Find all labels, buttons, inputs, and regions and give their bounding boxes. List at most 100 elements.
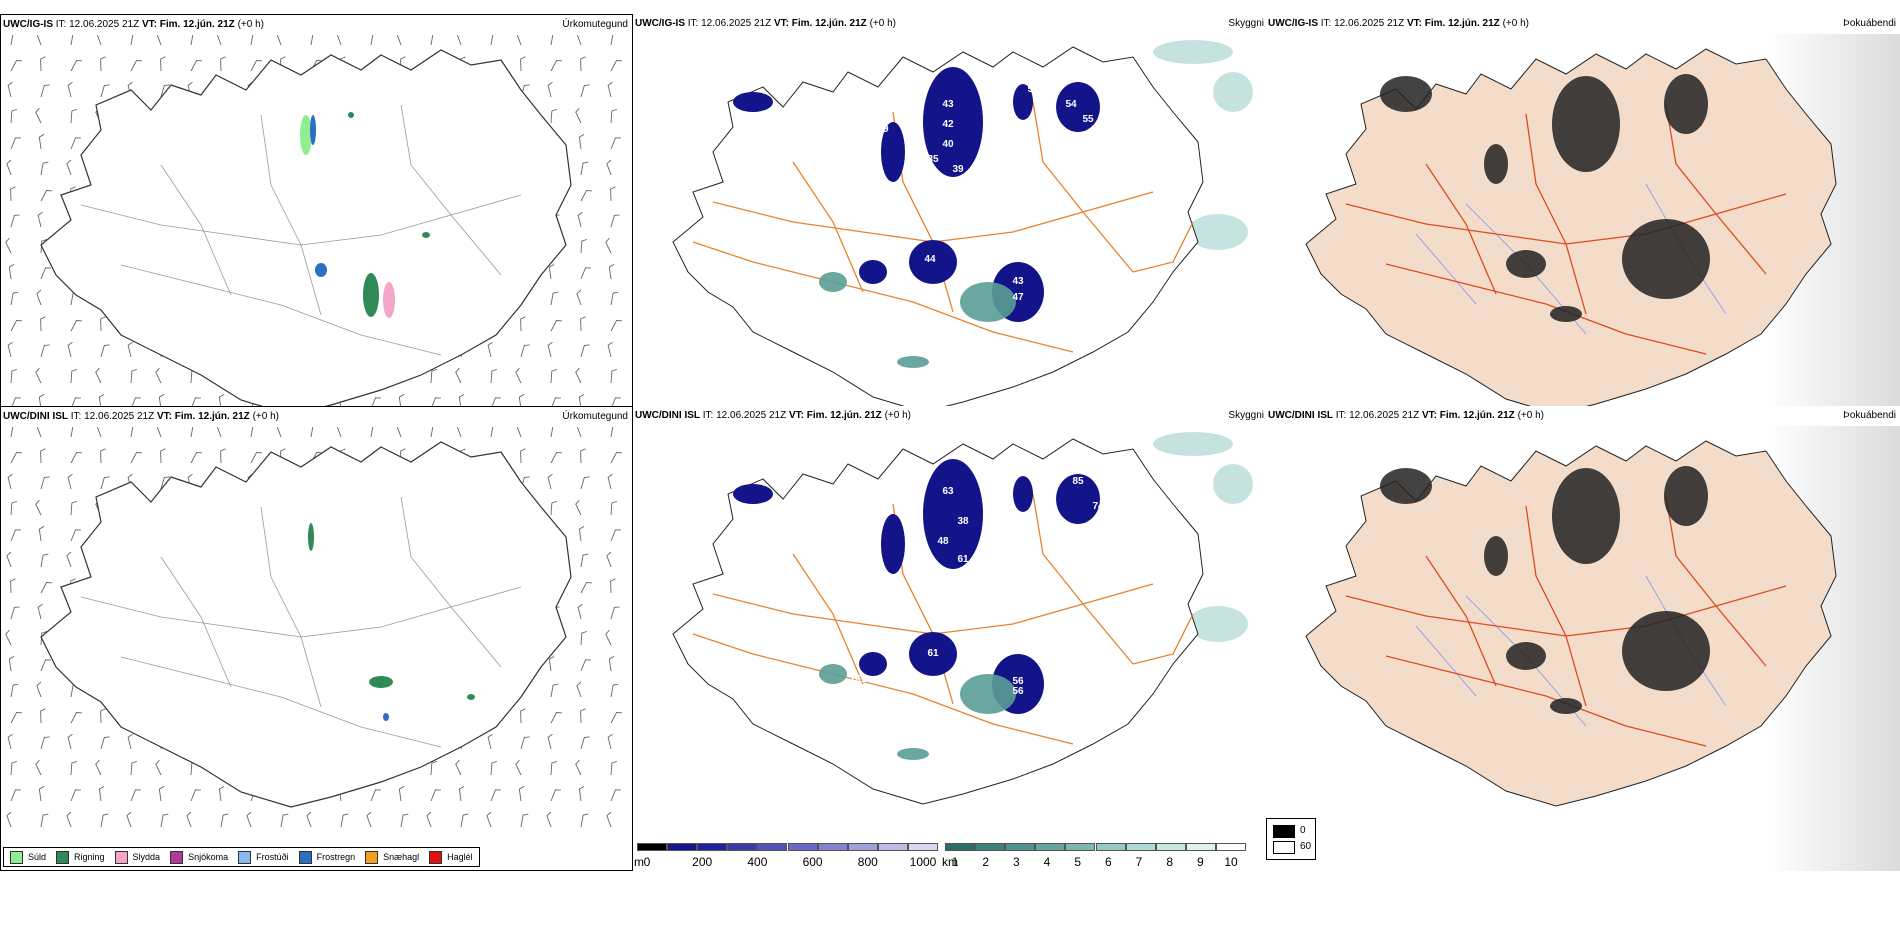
cloud-value-label: 55 [1082,114,1094,125]
precip-type-panel: UWC/DINI ISL IT: 12.06.2025 21Z VT: Fim.… [0,406,633,871]
colorbar-segment [877,843,908,851]
wind-barb [370,35,379,46]
wind-barb [607,473,613,490]
wind-barb [100,344,110,358]
wind-barb [186,811,192,828]
legend-swatch [114,850,128,864]
cloud-value-label: 39 [952,164,964,175]
cloud-value-labels: 63 38 48 61 56 85 74 61 56 161 24 62 [807,466,1104,729]
wind-barb [580,630,588,646]
lead: (+0 h) [237,19,264,30]
wind-barb [310,427,319,438]
wind-barb [518,786,525,802]
vt-value: Fim. 12.jún. 21Z [1424,18,1500,29]
wind-barb [515,367,522,384]
wind-barb [610,451,623,464]
wind-barb [130,35,139,46]
wind-barb [250,427,259,438]
wind-barb [70,529,81,542]
wind-barb [95,367,102,384]
wind-barb [127,341,133,358]
vt-label: VT: [1421,410,1437,421]
wind-barb [490,397,501,410]
wind-barb [520,316,526,332]
wind-barb [70,137,81,150]
it-value: 12.06.2025 21Z [69,19,140,30]
wind-barb [70,35,79,46]
wind-barb [38,134,45,150]
precip-map [5,35,623,436]
cloud-value-label: 43 [942,99,954,110]
wind-barb [610,59,623,72]
wind-barb [396,35,402,46]
wind-barb [608,264,615,280]
wind-barb [430,427,439,438]
wind-barb [610,35,619,46]
wind-barb [430,760,438,776]
wind-barb [310,35,319,46]
colorbar-unit: m [634,855,644,869]
wind-barb [10,108,18,124]
wind-barb [36,427,42,438]
wind-barb [70,760,78,776]
vt-label: VT: [141,19,157,30]
wind-barb [550,760,558,776]
wind-barb [35,499,42,516]
wind-barb [605,629,612,646]
it-label: IT: [1335,410,1347,421]
wind-barb [426,811,432,828]
fog-legend: 0 60 [1266,818,1316,860]
fog-areas [1380,74,1710,322]
vt-value: Fim. 12.jún. 21Z [806,410,882,421]
wind-barb [520,344,530,358]
wind-barb [518,394,525,410]
wind-barb [400,813,409,828]
wind-barb [220,56,226,72]
colorbar-tick: 5 [1074,855,1081,869]
cloud-value-label: 38 [957,516,969,527]
wind-barb [490,427,499,438]
wind-barb [10,427,19,438]
wind-barb [70,427,79,438]
wind-barb [580,736,590,750]
wind-barb [486,811,492,828]
wind-barb [490,760,498,776]
colorbar-segment [1185,843,1216,851]
cloud-value-label: 62 [807,466,819,477]
wind-barb [550,427,559,438]
colorbar-unit: km [942,855,958,869]
wind-barb [158,786,165,802]
wind-barb [70,368,78,384]
wind-barb [216,35,222,46]
precip-title: Úrkomutegund [562,19,628,30]
wind-barb [605,237,612,254]
wind-barb [7,341,13,358]
model-row: UWC/DINI ISL IT: 12.06.2025 21Z VT: Fim.… [0,406,1900,871]
wind-barb [547,81,553,98]
wind-barb [10,59,23,72]
wind-barb [66,811,72,828]
wind-barb [456,427,462,438]
legend-label: Rigning [74,852,105,862]
it-value: 12.06.2025 21Z [84,411,155,422]
colorbar-tick: 800 [857,855,878,869]
wind-barb [5,629,12,646]
colorbar-tick: 2 [982,855,989,869]
colorbar-segment [787,843,818,851]
wind-barb [577,211,583,228]
colorbar-segment [1065,843,1096,851]
panel-header: UWC/IG-IS IT: 12.06.2025 21Z VT: Fim. 12… [1268,18,1529,29]
cloud-value-label: 48 [937,536,949,547]
precip-area [310,115,316,145]
wind-barb [430,35,439,46]
road-network [80,496,522,748]
wind-barb [550,108,558,124]
wind-barb [547,733,553,750]
vt-value: Fim. 12.jún. 21Z [791,18,867,29]
panel-header: UWC/IG-IS IT: 12.06.2025 21Z VT: Fim. 12… [3,19,264,30]
colorbar-segment [847,843,878,851]
wind-barb [490,368,498,384]
cloud-value-label: 57 [982,274,994,285]
legend-swatch [429,850,443,864]
colorbar-segment [1125,843,1156,851]
